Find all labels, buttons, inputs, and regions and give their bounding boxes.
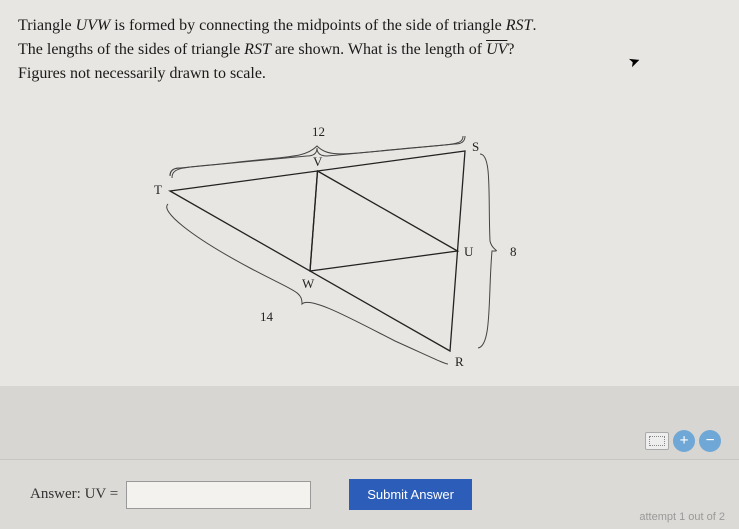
q-text-5: are shown. What is the length of <box>271 41 486 58</box>
label-V: V <box>313 154 323 169</box>
q-segment: UV <box>486 41 507 58</box>
q-text-7: Figures not necessarily drawn to scale. <box>18 65 266 82</box>
figure-area: T S R V U W 12 8 14 <box>0 96 739 386</box>
question-area: Triangle UVW is formed by connecting the… <box>0 0 739 96</box>
keyboard-icon[interactable] <box>645 432 669 450</box>
answer-row: Answer: UV = Submit Answer <box>0 460 739 529</box>
q-tri1: UVW <box>76 17 111 34</box>
answer-bar: + − Answer: UV = Submit Answer attempt 1… <box>0 459 739 529</box>
q-text-6: ? <box>507 41 514 58</box>
answer-eq: = <box>106 486 118 502</box>
answer-input[interactable] <box>126 481 311 509</box>
q-text-1: Triangle <box>18 17 76 34</box>
zoom-out-icon[interactable]: − <box>699 430 721 452</box>
toolbar-icons: + − <box>645 430 721 452</box>
q-tri3: RST <box>244 41 271 58</box>
q-tri2: RST <box>506 17 533 34</box>
answer-label: Answer: UV = <box>30 486 118 503</box>
answer-label-pre: Answer: <box>30 486 85 502</box>
label-R: R <box>455 354 464 369</box>
triangle-figure: T S R V U W 12 8 14 <box>130 96 570 376</box>
label-U: U <box>464 244 474 259</box>
zoom-in-icon[interactable]: + <box>673 430 695 452</box>
side-SR: 8 <box>510 244 517 259</box>
q-text-3: . <box>532 17 536 34</box>
attempt-counter: attempt 1 out of 2 <box>639 511 725 523</box>
label-W: W <box>302 276 315 291</box>
side-TR: 14 <box>260 309 274 324</box>
answer-var: UV <box>85 486 106 502</box>
label-T: T <box>154 182 162 197</box>
label-S: S <box>472 139 479 154</box>
question-text: Triangle UVW is formed by connecting the… <box>18 14 721 86</box>
q-text-2: is formed by connecting the midpoints of… <box>110 17 505 34</box>
q-text-4: The lengths of the sides of triangle <box>18 41 244 58</box>
side-TS: 12 <box>312 124 325 139</box>
submit-button[interactable]: Submit Answer <box>349 479 472 510</box>
